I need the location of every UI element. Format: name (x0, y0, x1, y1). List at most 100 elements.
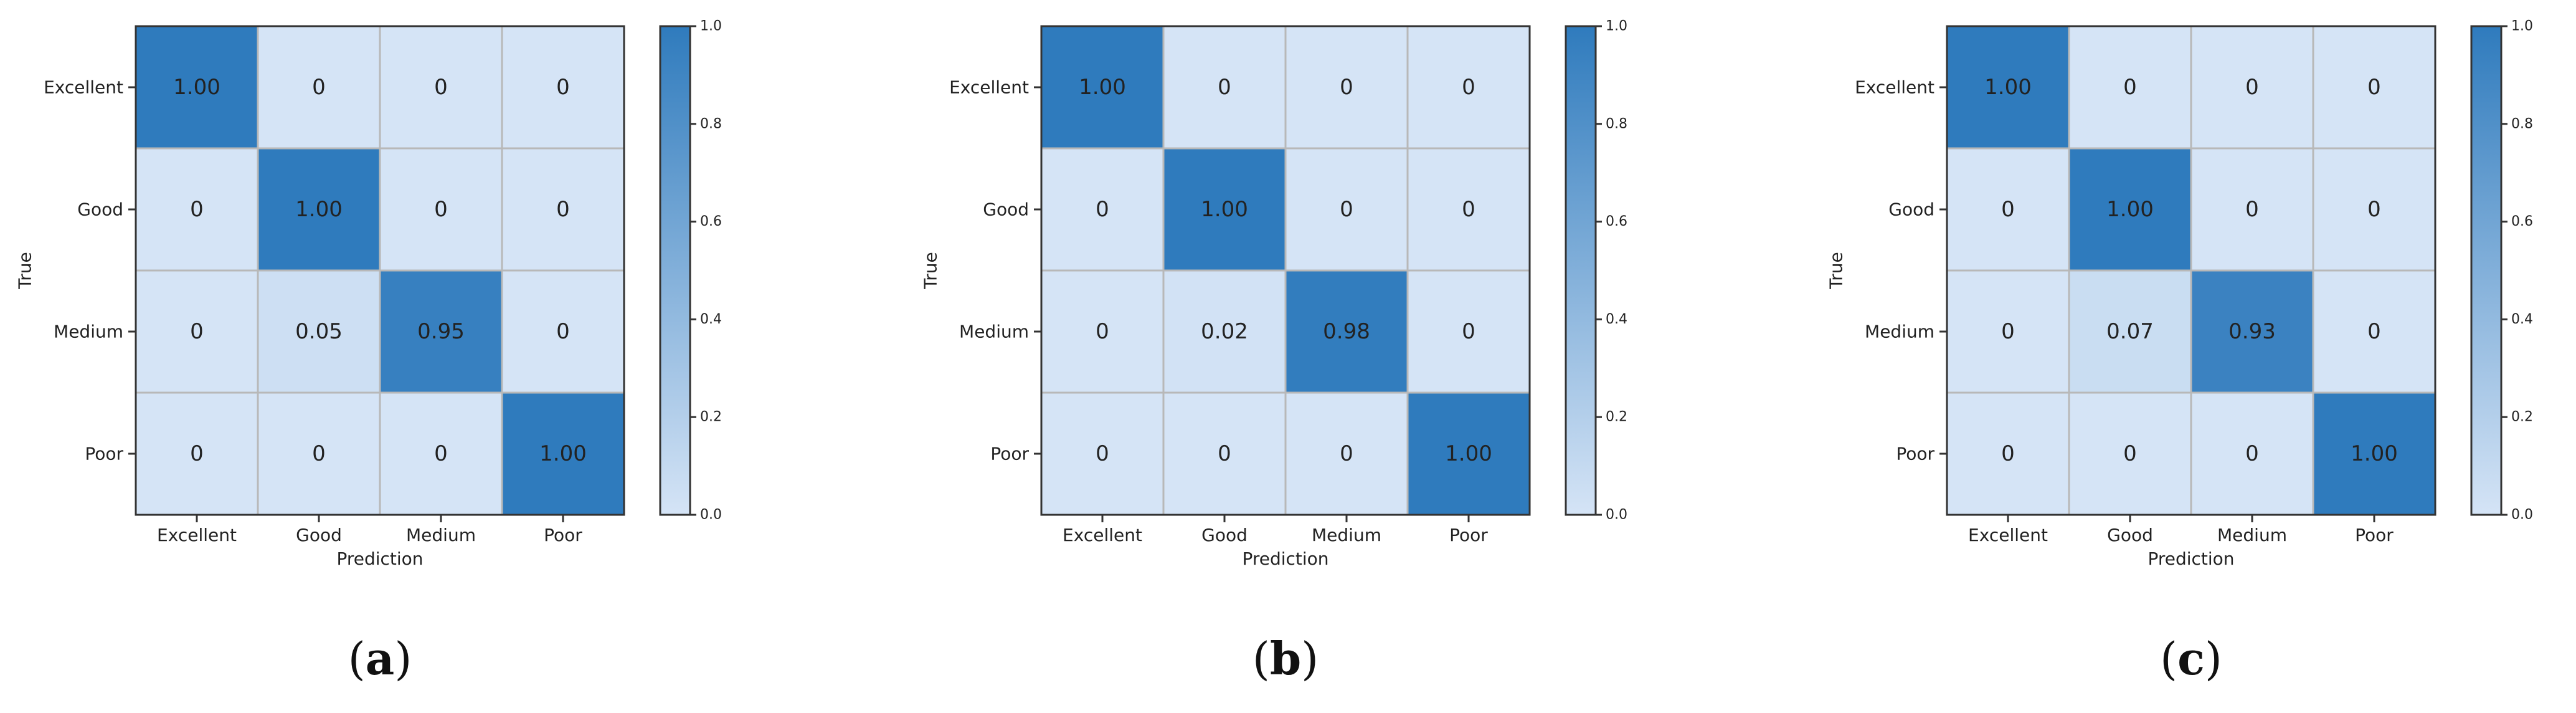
x-tick-label: Excellent (157, 525, 237, 545)
x-axis-label: Prediction (2147, 548, 2234, 569)
matrix-cell (1406, 25, 1531, 150)
cell-value-label: 0.07 (2106, 319, 2154, 344)
y-axis-label: True (921, 252, 941, 289)
y-tick-label: Good (983, 199, 1029, 220)
x-tick-label: Good (2107, 525, 2153, 545)
panel-a: 1.00 0 0 0 0 1.00 0 0 0 0.05 0.95 0 0 0 0 1.00 Excellent… (15, 19, 722, 686)
cell-value-label: 0 (2245, 75, 2259, 100)
cell-value-label: 0 (2367, 319, 2381, 344)
y-axis-label: True (1826, 252, 1847, 289)
y-tick-label: Medium (959, 322, 1029, 342)
x-tick-label: Poor (544, 525, 582, 545)
y-tick-label: Good (1888, 199, 1934, 220)
cell-value-label: 0 (556, 197, 570, 222)
matrix-cell (501, 25, 625, 150)
colorbar-tick-label: 0.2 (1606, 409, 1627, 425)
x-tick-label: Poor (2355, 525, 2394, 545)
x-axis-label: Prediction (336, 548, 423, 569)
y-tick-label: Poor (1896, 444, 1934, 464)
matrix-cell (1946, 269, 2070, 394)
cell-value-label: 0 (556, 319, 570, 344)
matrix-cell (1162, 269, 1287, 394)
y-tick-label: Medium (54, 322, 123, 342)
panel-label: (b) (1252, 632, 1319, 685)
x-tick-label: Poor (1449, 525, 1488, 545)
y-tick-label: Excellent (1855, 77, 1934, 98)
cell-value-label: 0 (2123, 75, 2137, 100)
colorbar-tick-label: 0.0 (2511, 507, 2533, 523)
cell-value-label: 0 (312, 441, 326, 466)
colorbar-tick-label: 0.8 (1606, 116, 1627, 132)
matrix-cell (1406, 269, 1531, 394)
colorbar-tick-label: 1.0 (2511, 19, 2533, 34)
matrix-cell (2312, 147, 2436, 272)
x-tick-label: Excellent (1063, 525, 1142, 545)
cell-value-label: 1.00 (539, 441, 587, 466)
cell-value-label: 0 (1462, 75, 1475, 100)
cell-value-label: 0 (1340, 75, 1353, 100)
matrix-cell (2068, 391, 2192, 516)
cell-value-label: 0 (312, 75, 326, 100)
x-tick-label: Good (296, 525, 342, 545)
cell-value-label: 0.02 (1201, 319, 1248, 344)
matrix-cell (1406, 391, 1531, 516)
y-tick-label: Poor (85, 444, 123, 464)
matrix-cell (257, 391, 381, 516)
matrix-cell (1162, 25, 1287, 150)
cell-value-label: 0 (2001, 319, 2015, 344)
colorbar-tick-label: 0.4 (2511, 312, 2533, 327)
cell-value-label: 0 (434, 197, 448, 222)
y-tick-label: Medium (1865, 322, 1934, 342)
cell-value-label: 0 (2367, 75, 2381, 100)
matrix-cell (135, 25, 259, 150)
colorbar (659, 25, 691, 516)
matrix-cell (1162, 147, 1287, 272)
cell-value-label: 0 (2245, 441, 2259, 466)
cell-value-label: 0 (1340, 441, 1353, 466)
colorbar-tick-label: 0.0 (1606, 507, 1627, 523)
cell-value-label: 0 (2245, 197, 2259, 222)
y-tick-label: Poor (990, 444, 1029, 464)
colorbar-tick-label: 0.2 (2511, 409, 2533, 425)
cell-value-label: 0.98 (1323, 319, 1370, 344)
colorbar-tick-label: 0.6 (2511, 214, 2533, 229)
colorbar-tick-label: 0.4 (700, 312, 722, 327)
colorbar (1565, 25, 1597, 516)
cell-value-label: 1.00 (2351, 441, 2398, 466)
cell-value-label: 0 (1096, 441, 1109, 466)
colorbar-tick-label: 0.8 (700, 116, 722, 132)
matrix-cell (1284, 391, 1409, 516)
matrix-cell (1946, 25, 2070, 150)
cell-value-label: 0 (1340, 197, 1353, 222)
cell-value-label: 0 (1218, 441, 1231, 466)
panel-b: 1.00 0 0 0 0 1.00 0 0 0 0.02 0.98 0 0 0 0 1.00 Excellent… (921, 19, 1628, 686)
y-axis-label: True (15, 252, 36, 289)
matrix-cell (1284, 147, 1409, 272)
cell-value-label: 1.00 (173, 75, 220, 100)
colorbar-tick-label: 0.4 (1606, 312, 1627, 327)
cell-value-label: 0 (190, 441, 204, 466)
matrix-cell (1040, 25, 1165, 150)
cell-value-label: 0 (2001, 441, 2015, 466)
matrix-cell (1040, 147, 1165, 272)
colorbar-tick-label: 0.6 (700, 214, 722, 229)
cell-value-label: 1.00 (2106, 197, 2154, 222)
cell-value-label: 0 (1462, 319, 1475, 344)
x-tick-label: Medium (406, 525, 476, 545)
x-tick-label: Excellent (1968, 525, 2048, 545)
colorbar-tick-label: 1.0 (700, 19, 722, 34)
colorbar-tick-label: 0.2 (700, 409, 722, 425)
colorbar-tick-label: 0.6 (1606, 214, 1627, 229)
matrix-cell (1284, 25, 1409, 150)
matrix-frame (1040, 25, 1531, 516)
cell-value-label: 0 (434, 441, 448, 466)
cell-value-label: 0.95 (417, 319, 465, 344)
x-tick-label: Medium (1312, 525, 1381, 545)
colorbar-tick-label: 1.0 (1606, 19, 1627, 34)
y-tick-label: Excellent (44, 77, 123, 98)
cell-value-label: 0.93 (2228, 319, 2276, 344)
matrix-cell (501, 391, 625, 516)
x-tick-label: Good (1201, 525, 1248, 545)
cell-value-label: 1.00 (1079, 75, 1126, 100)
cell-value-label: 0 (1096, 197, 1109, 222)
